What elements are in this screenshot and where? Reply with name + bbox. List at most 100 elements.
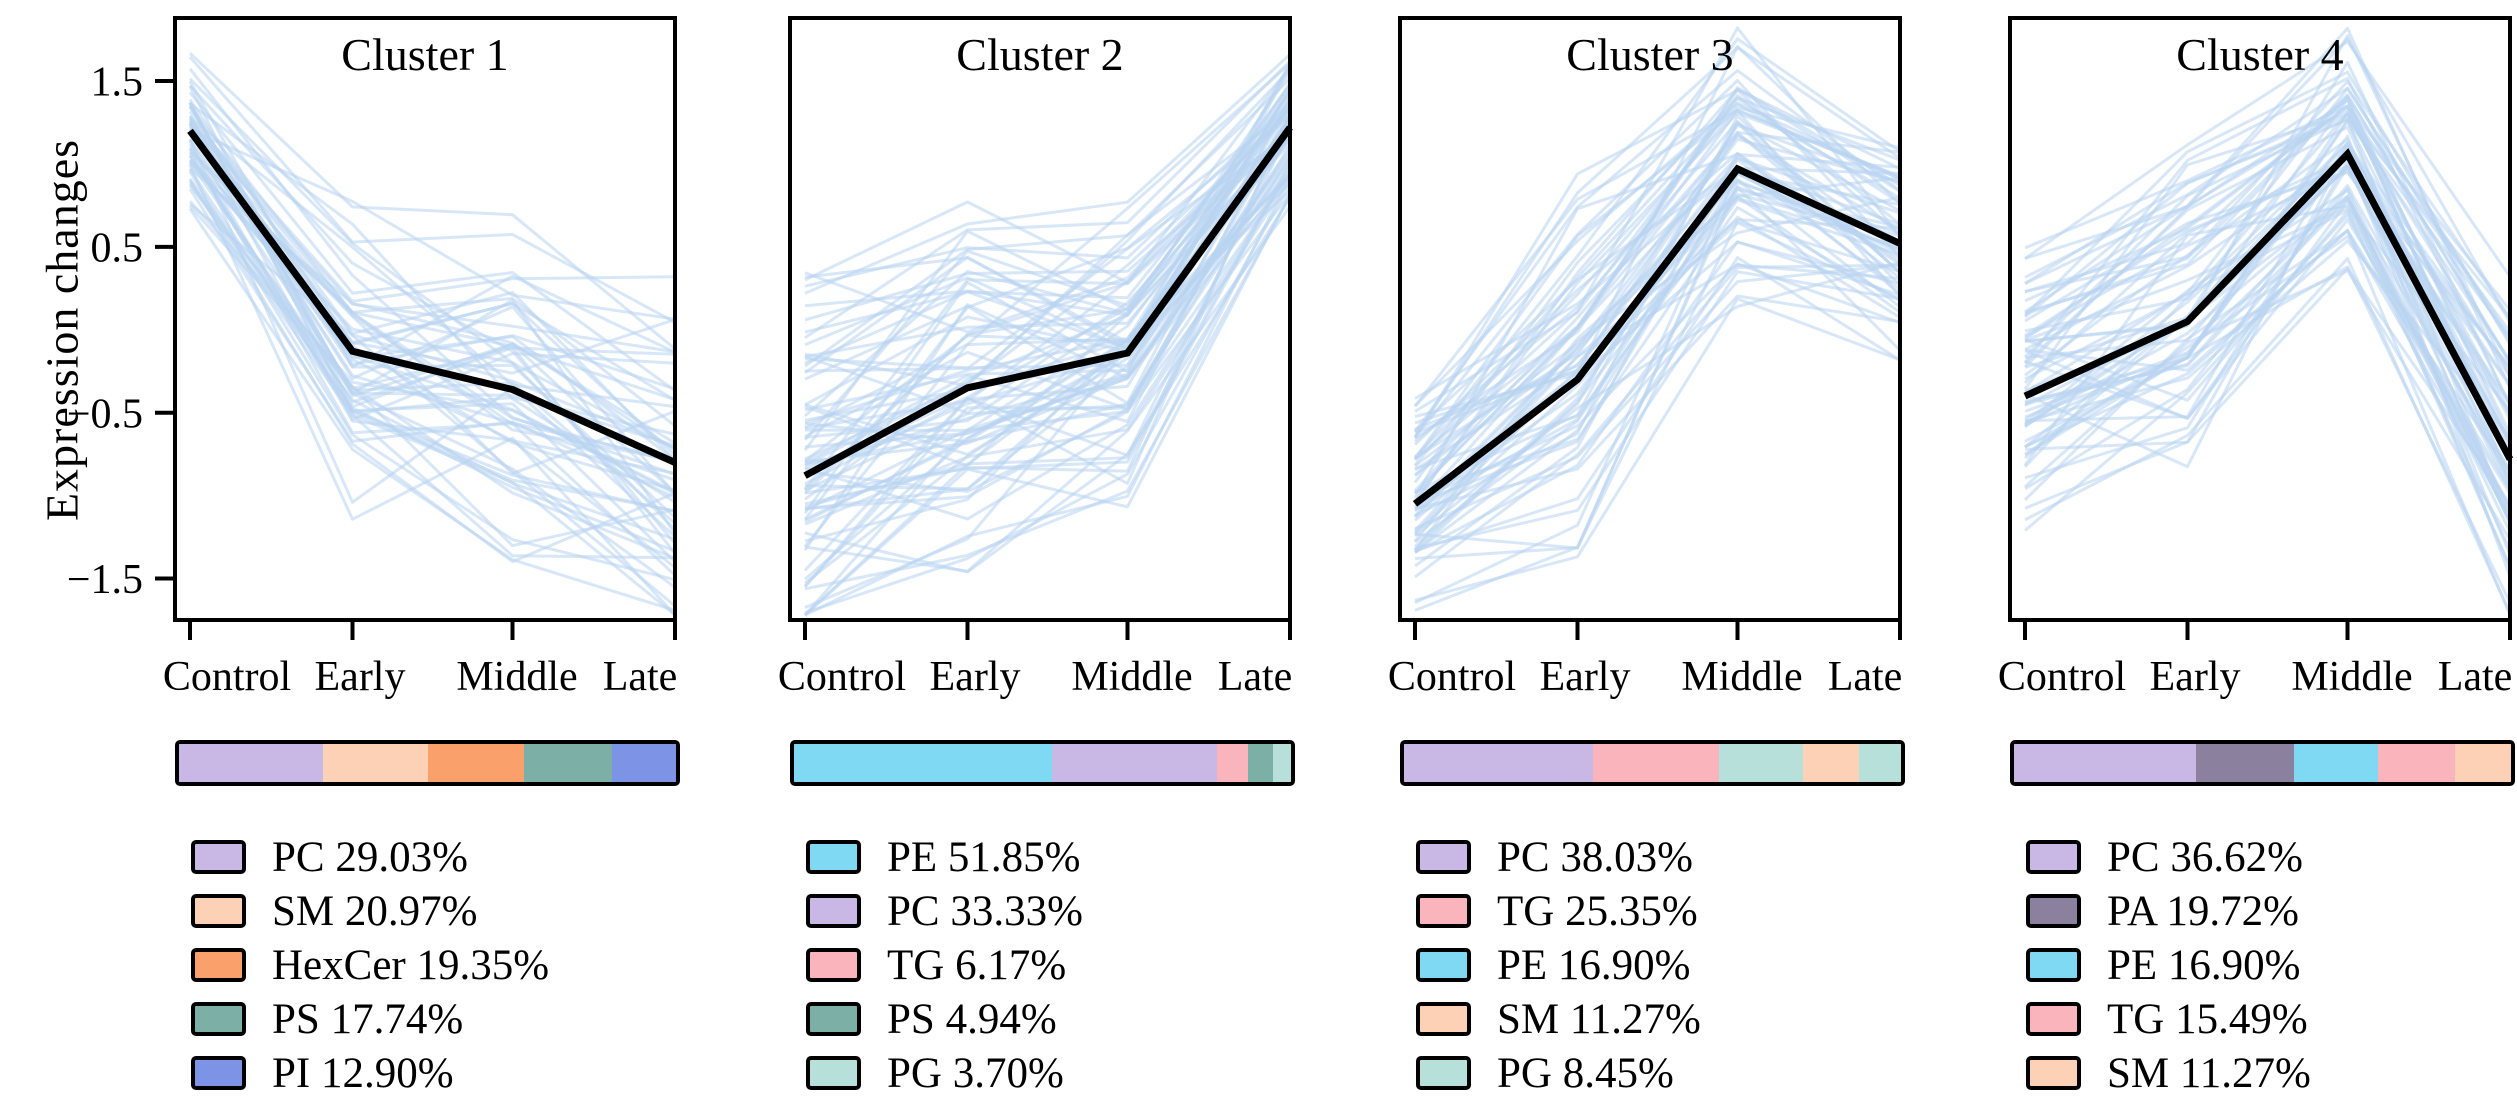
member-line — [2024, 86, 2510, 343]
member-line — [1414, 206, 1900, 494]
legend-swatch-pg — [806, 1056, 861, 1090]
legend-swatch-pe — [806, 840, 861, 874]
y-tick-label: −1.5 — [67, 557, 143, 603]
member-line — [1413, 79, 1900, 439]
member-line — [2024, 141, 2510, 443]
x-tick-label-late: Late — [603, 654, 678, 700]
bar-segment-sm — [1802, 744, 1859, 782]
composition-bar — [175, 740, 680, 786]
member-line — [804, 60, 1290, 339]
member-line — [804, 61, 1290, 370]
legend-swatch-pc — [806, 894, 861, 928]
legend-swatch-pc — [191, 840, 246, 874]
cluster-panel-1: Cluster 1 Control Early Middle Late 1.5 0.5 −0.… — [67, 16, 680, 1102]
member-line — [2024, 267, 2510, 510]
legend-row-pi: PI 12.90% — [191, 1046, 549, 1100]
member-line — [188, 120, 675, 375]
x-tick-label-late: Late — [1828, 654, 1903, 700]
legend-row-pg: PG 3.70% — [806, 1046, 1083, 1100]
member-line — [1413, 131, 1900, 492]
legend-label: SM 20.97% — [272, 887, 478, 935]
bar-segment-sm — [2454, 744, 2511, 782]
plot-border — [173, 16, 677, 622]
member-line — [188, 91, 675, 393]
x-tick-label-early: Early — [315, 654, 406, 700]
x-tick-label-middle: Middle — [1071, 654, 1192, 700]
legend-label: SM 11.27% — [1497, 995, 1701, 1043]
mean-trajectory-line — [1412, 164, 1902, 507]
member-line — [1414, 219, 1900, 560]
member-lines-group — [188, 52, 675, 617]
legend-row-tg: TG 6.17% — [806, 938, 1083, 992]
legend-swatch-pc — [2026, 840, 2081, 874]
legend-row-pa: PA 19.72% — [2026, 884, 2311, 938]
legend-row-pc: PC 29.03% — [191, 830, 549, 884]
bar-segment-pg — [1858, 744, 1901, 782]
member-line — [188, 122, 675, 354]
bar-segment-sm — [323, 744, 428, 782]
cluster-line-plot: Cluster 4 Control Early Middle Late — [1998, 16, 2514, 700]
legend-swatch-ps — [806, 1002, 861, 1036]
legend-row-pg: PG 8.45% — [1416, 1046, 1701, 1100]
member-line — [1414, 297, 1900, 602]
legend-label: PA 19.72% — [2107, 887, 2299, 935]
bar-segment-pc — [179, 744, 324, 782]
member-line — [1413, 102, 1900, 467]
legend-row-sm: SM 11.27% — [1416, 992, 1701, 1046]
legend-row-pc: PC 38.03% — [1416, 830, 1701, 884]
member-line — [1413, 46, 1900, 438]
bar-segment-pc — [1051, 744, 1218, 782]
member-line — [1414, 123, 1900, 425]
cluster-line-plot: Cluster 1 Control Early Middle Late 1.5 0.5 −0.… — [67, 16, 678, 700]
member-line — [1414, 119, 1900, 443]
member-line — [1414, 171, 1900, 604]
member-line — [804, 116, 1290, 407]
member-line — [1414, 263, 1900, 579]
mean-trajectory-line — [187, 128, 677, 466]
y-axis-title: Expression changes — [36, 138, 88, 522]
bar-segment-pc — [1404, 744, 1593, 782]
cluster-line-plot: Cluster 2 Control Early Middle Late — [778, 16, 1293, 700]
legend-label: PC 36.62% — [2107, 833, 2303, 881]
legend-label: PC 29.03% — [272, 833, 468, 881]
legend-swatch-tg — [1416, 894, 1471, 928]
member-line — [804, 68, 1290, 461]
legend-row-pc: PC 36.62% — [2026, 830, 2311, 884]
member-line — [2023, 117, 2510, 362]
x-tick-label-control: Control — [163, 654, 291, 700]
plot-border — [788, 16, 1292, 622]
member-line — [189, 128, 675, 321]
legend-row-sm: SM 20.97% — [191, 884, 549, 938]
member-line — [2024, 265, 2510, 604]
member-lines-group — [803, 53, 1290, 617]
legend-swatch-tg — [806, 948, 861, 982]
member-line — [1414, 256, 1900, 553]
member-line — [2024, 146, 2510, 427]
bar-segment-pe — [794, 744, 1052, 782]
member-line — [1413, 263, 1900, 519]
legend-label: PE 16.90% — [2107, 941, 2301, 989]
bar-segment-pe — [2294, 744, 2378, 782]
composition-legend: PC 38.03% TG 25.35% PE 16.90% SM 11.27% PG 8… — [1416, 830, 1701, 1100]
member-line — [188, 119, 675, 525]
x-tick-label-control: Control — [778, 654, 906, 700]
member-line — [804, 113, 1290, 467]
member-line — [1413, 133, 1900, 517]
member-line — [188, 161, 675, 589]
bar-segment-pc — [2014, 744, 2196, 782]
plot-border — [2008, 16, 2512, 622]
member-line — [188, 184, 675, 560]
cluster-line-plot: Cluster 3 Control Early Middle Late — [1388, 16, 1903, 700]
x-tick-label-early: Early — [2150, 654, 2241, 700]
legend-row-pc: PC 33.33% — [806, 884, 1083, 938]
y-tick-label: −0.5 — [67, 391, 143, 437]
member-line — [2024, 269, 2510, 541]
member-line — [2024, 228, 2510, 495]
x-tick-label-control: Control — [1998, 654, 2126, 700]
legend-swatch-sm — [1416, 1002, 1471, 1036]
panel-title: Cluster 1 — [341, 29, 508, 80]
x-tick-label-early: Early — [930, 654, 1021, 700]
composition-bar — [2010, 740, 2515, 786]
legend-row-ps: PS 4.94% — [806, 992, 1083, 1046]
legend-swatch-hexcer — [191, 948, 246, 982]
